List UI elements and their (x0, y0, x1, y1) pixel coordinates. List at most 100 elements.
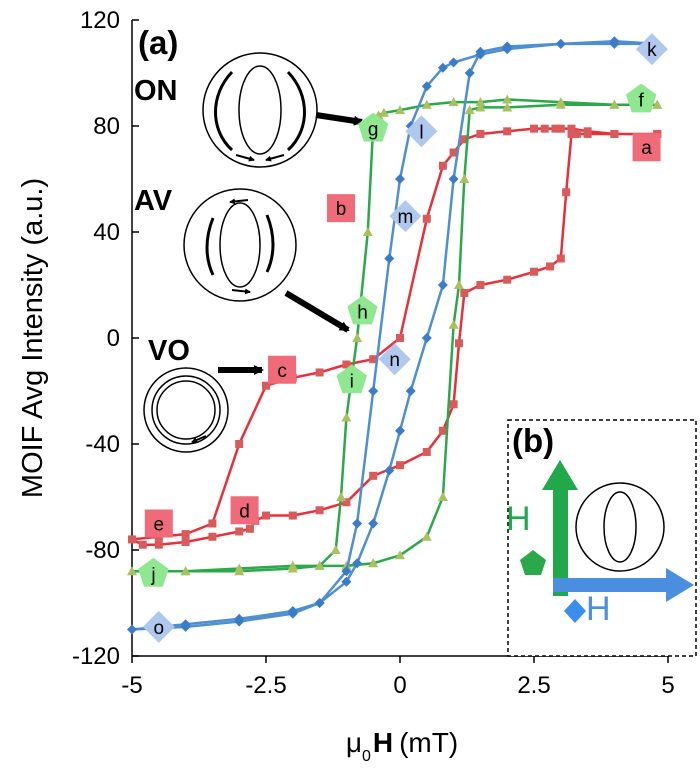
data-point-green (330, 545, 341, 554)
inset-blue-diamond-marker (564, 599, 586, 623)
inset-green-arrow-head (542, 460, 578, 490)
state-label-on: ON (134, 75, 178, 107)
data-point-red (438, 161, 447, 170)
data-point-green (453, 280, 464, 289)
series-blue (127, 36, 663, 635)
data-point-red (396, 461, 404, 470)
data-point-green (555, 97, 566, 107)
data-point-red (138, 540, 147, 549)
data-point-green (421, 99, 432, 109)
point-label-marker (138, 557, 169, 587)
data-point-blue (314, 598, 325, 608)
data-point-blue (502, 44, 513, 55)
data-point-red (556, 254, 565, 263)
point-label-j: j (138, 557, 169, 587)
point-label-text: g (368, 120, 379, 141)
data-point-red (235, 440, 244, 448)
y-tick-label: 80 (93, 113, 120, 140)
data-point-red (454, 339, 463, 348)
inset-frame (507, 419, 697, 657)
point-label-marker (144, 509, 173, 538)
data-point-green (180, 566, 191, 576)
data-point-red (476, 129, 485, 138)
data-point-red (438, 426, 447, 435)
data-point-red (288, 511, 297, 520)
inset-outer-circle (575, 482, 665, 572)
x-tick-label: -2.5 (245, 672, 286, 699)
series-group (127, 36, 663, 635)
point-label-m: m (389, 200, 422, 233)
data-point-red (422, 447, 431, 456)
y-tick-label: -120 (72, 643, 120, 670)
data-point-blue (437, 62, 448, 73)
x-axis-label-mu: μ (346, 727, 362, 758)
data-point-blue (352, 558, 363, 569)
data-point-red (422, 214, 431, 223)
data-point-red (396, 334, 404, 342)
data-point-red (449, 400, 458, 409)
data-point-red (128, 535, 136, 544)
point-label-text: h (357, 303, 368, 324)
x-tick-label: 5 (661, 672, 674, 699)
point-label-i: i (336, 364, 367, 394)
data-point-green (652, 99, 663, 109)
data-point-red (181, 530, 190, 539)
data-point-green (448, 319, 459, 329)
on-pointer-arrow (315, 112, 364, 126)
point-label-marker (626, 83, 657, 113)
data-point-red (556, 124, 565, 133)
data-point-green (362, 227, 373, 236)
point-label-h: h (347, 295, 378, 325)
y-tick-label: 120 (80, 7, 120, 34)
domain-on-arrow-left (235, 154, 255, 162)
data-point-blue (180, 619, 191, 630)
data-point-red (369, 471, 378, 480)
data-point-green (437, 492, 448, 501)
point-label-text: b (336, 199, 347, 220)
data-point-blue (368, 518, 379, 529)
data-point-green (609, 99, 620, 109)
data-point-green (287, 560, 298, 570)
domain-on-right-arc (286, 70, 306, 152)
data-point-green (341, 560, 352, 570)
inset-green-h-label: H (506, 500, 531, 538)
inset-b: (b) H H (506, 419, 697, 657)
point-label-k: k (635, 33, 668, 66)
point-label-marker (358, 112, 389, 142)
point-label-f: f (626, 83, 657, 113)
data-point-blue (448, 57, 459, 68)
x-axis-label-var: H (373, 727, 393, 758)
data-point-red (181, 538, 190, 547)
data-point-red (208, 532, 217, 541)
y-ticks: -120 -80 -40 0 40 80 120 (72, 7, 139, 670)
data-point-green (502, 102, 513, 112)
data-point-green (395, 105, 405, 115)
data-point-red (342, 360, 351, 369)
point-label-n: n (378, 343, 411, 376)
point-label-text: m (397, 207, 413, 228)
y-tick-label: 0 (107, 325, 120, 352)
data-point-green (448, 97, 459, 107)
domain-vo-arrow (191, 435, 207, 443)
y-tick-label: -40 (85, 431, 120, 458)
point-label-text: f (639, 91, 645, 112)
domain-vo-middle-circle (151, 375, 221, 445)
point-label-c: c (268, 355, 297, 384)
data-point-green (475, 102, 486, 112)
data-point-blue (234, 613, 245, 624)
data-point-green (395, 550, 405, 560)
point-label-g: g (358, 112, 389, 142)
data-point-blue (384, 253, 395, 264)
x-axis-label-sub: 0 (362, 748, 371, 765)
point-label-text: o (154, 618, 165, 639)
data-point-red (476, 281, 485, 289)
point-label-marker (336, 364, 367, 394)
data-point-blue (609, 36, 620, 47)
domain-av-ellipse (219, 202, 261, 288)
x-tick-label: 0 (393, 672, 406, 699)
data-point-blue (405, 386, 416, 396)
domain-on-diagram (202, 52, 318, 168)
data-point-green (459, 174, 470, 183)
x-ticks: -5 -2.5 0 2.5 5 (121, 656, 675, 699)
data-point-red (208, 519, 217, 528)
